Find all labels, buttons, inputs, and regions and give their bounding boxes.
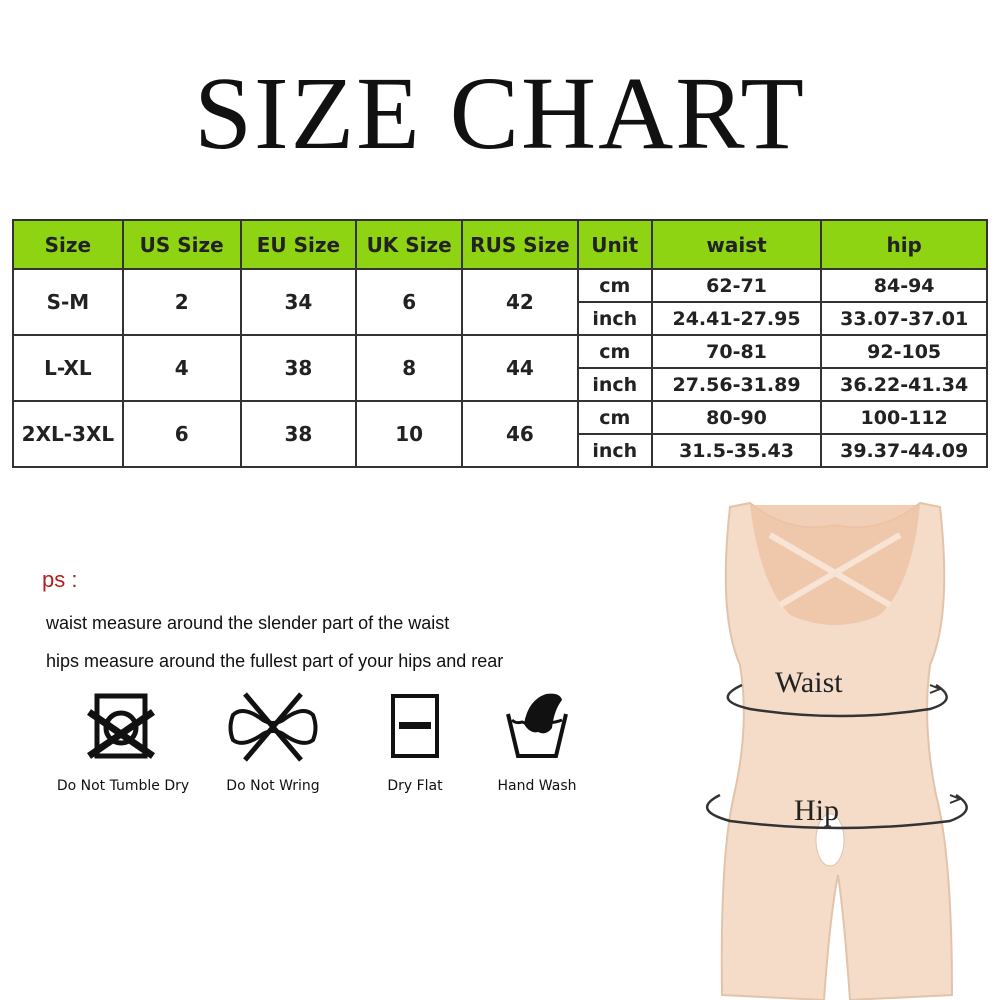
cell-eu-size: 34 xyxy=(239,268,358,336)
cell-waist: 31.5-35.43 xyxy=(650,433,823,468)
table-header-row: Size US Size EU Size UK Size RUS Size Un… xyxy=(12,219,988,270)
cell-unit: inch xyxy=(576,433,653,468)
header-unit: Unit xyxy=(576,219,653,270)
care-hand-wash: Hand Wash xyxy=(462,690,612,794)
cell-waist: 62-71 xyxy=(650,268,823,303)
hand-wash-icon xyxy=(506,693,568,758)
header-hip: hip xyxy=(820,219,988,270)
cell-size: S-M xyxy=(12,268,124,336)
cell-waist: 24.41-27.95 xyxy=(650,301,823,336)
care-label: Do Not Tumble Dry xyxy=(56,778,190,794)
care-label: Do Not Wring xyxy=(226,778,320,794)
cell-rus-size: 42 xyxy=(461,268,579,336)
cell-unit: cm xyxy=(576,268,653,303)
cell-us-size: 4 xyxy=(121,334,242,402)
cell-rus-size: 46 xyxy=(461,400,579,468)
cell-uk-size: 8 xyxy=(355,334,464,402)
page-title: SIZE CHART xyxy=(194,56,806,171)
table-row: S-M 2 34 6 42 cm 62-71 84-94 xyxy=(12,268,988,336)
cell-hip: 84-94 xyxy=(820,268,988,303)
bodysuit-figure: Waist Hip xyxy=(706,501,968,1000)
table-subrow: inch 27.56-31.89 36.22-41.34 xyxy=(13,367,988,402)
waist-note: waist measure around the slender part of… xyxy=(46,613,450,633)
cell-eu-size: 38 xyxy=(239,334,358,402)
header-us-size: US Size xyxy=(121,219,242,270)
cell-rus-size: 44 xyxy=(461,334,579,402)
header-size: Size xyxy=(12,219,124,270)
dry-flat-icon xyxy=(391,694,439,758)
cell-waist: 80-90 xyxy=(650,400,823,435)
care-dry-flat: Dry Flat xyxy=(340,690,490,794)
ps-label: ps : xyxy=(42,567,78,592)
header-rus-size: RUS Size xyxy=(461,219,579,270)
cell-unit: cm xyxy=(576,334,653,369)
cell-size: L-XL xyxy=(12,334,124,402)
header-eu-size: EU Size xyxy=(239,219,358,270)
cell-hip: 33.07-37.01 xyxy=(820,301,988,336)
cell-unit: cm xyxy=(576,400,653,435)
cell-uk-size: 6 xyxy=(355,268,464,336)
header-waist: waist xyxy=(650,219,823,270)
header-uk-size: UK Size xyxy=(355,219,464,270)
care-label: Hand Wash xyxy=(497,778,577,794)
cell-hip: 92-105 xyxy=(820,334,988,369)
cell-unit: inch xyxy=(576,301,653,336)
size-table: Size US Size EU Size UK Size RUS Size Un… xyxy=(12,219,988,468)
table-subrow: inch 24.41-27.95 33.07-37.01 xyxy=(13,301,988,336)
cell-waist: 27.56-31.89 xyxy=(650,367,823,402)
waist-label: Waist xyxy=(775,666,843,699)
cell-hip: 39.37-44.09 xyxy=(820,433,988,468)
hips-note: hips measure around the fullest part of … xyxy=(46,651,504,671)
cell-eu-size: 38 xyxy=(239,400,358,468)
table-subrow: inch 31.5-35.43 39.37-44.09 xyxy=(13,433,988,468)
cell-us-size: 6 xyxy=(121,400,242,468)
do-not-tumble-dry-icon xyxy=(87,693,155,759)
do-not-wring-icon xyxy=(228,692,318,762)
care-label: Dry Flat xyxy=(387,778,443,794)
care-do-not-tumble-dry: Do Not Tumble Dry xyxy=(48,690,198,794)
hip-label: Hip xyxy=(794,794,839,827)
cell-hip: 36.22-41.34 xyxy=(820,367,988,402)
cell-uk-size: 10 xyxy=(355,400,464,468)
cell-us-size: 2 xyxy=(121,268,242,336)
table-row: L-XL 4 38 8 44 cm 70-81 92-105 xyxy=(12,334,988,402)
table-row: 2XL-3XL 6 38 10 46 cm 80-90 100-112 xyxy=(12,400,988,468)
cell-unit: inch xyxy=(576,367,653,402)
cell-hip: 100-112 xyxy=(820,400,988,435)
care-do-not-wring: Do Not Wring xyxy=(198,690,348,794)
cell-waist: 70-81 xyxy=(650,334,823,369)
cell-size: 2XL-3XL xyxy=(12,400,124,468)
